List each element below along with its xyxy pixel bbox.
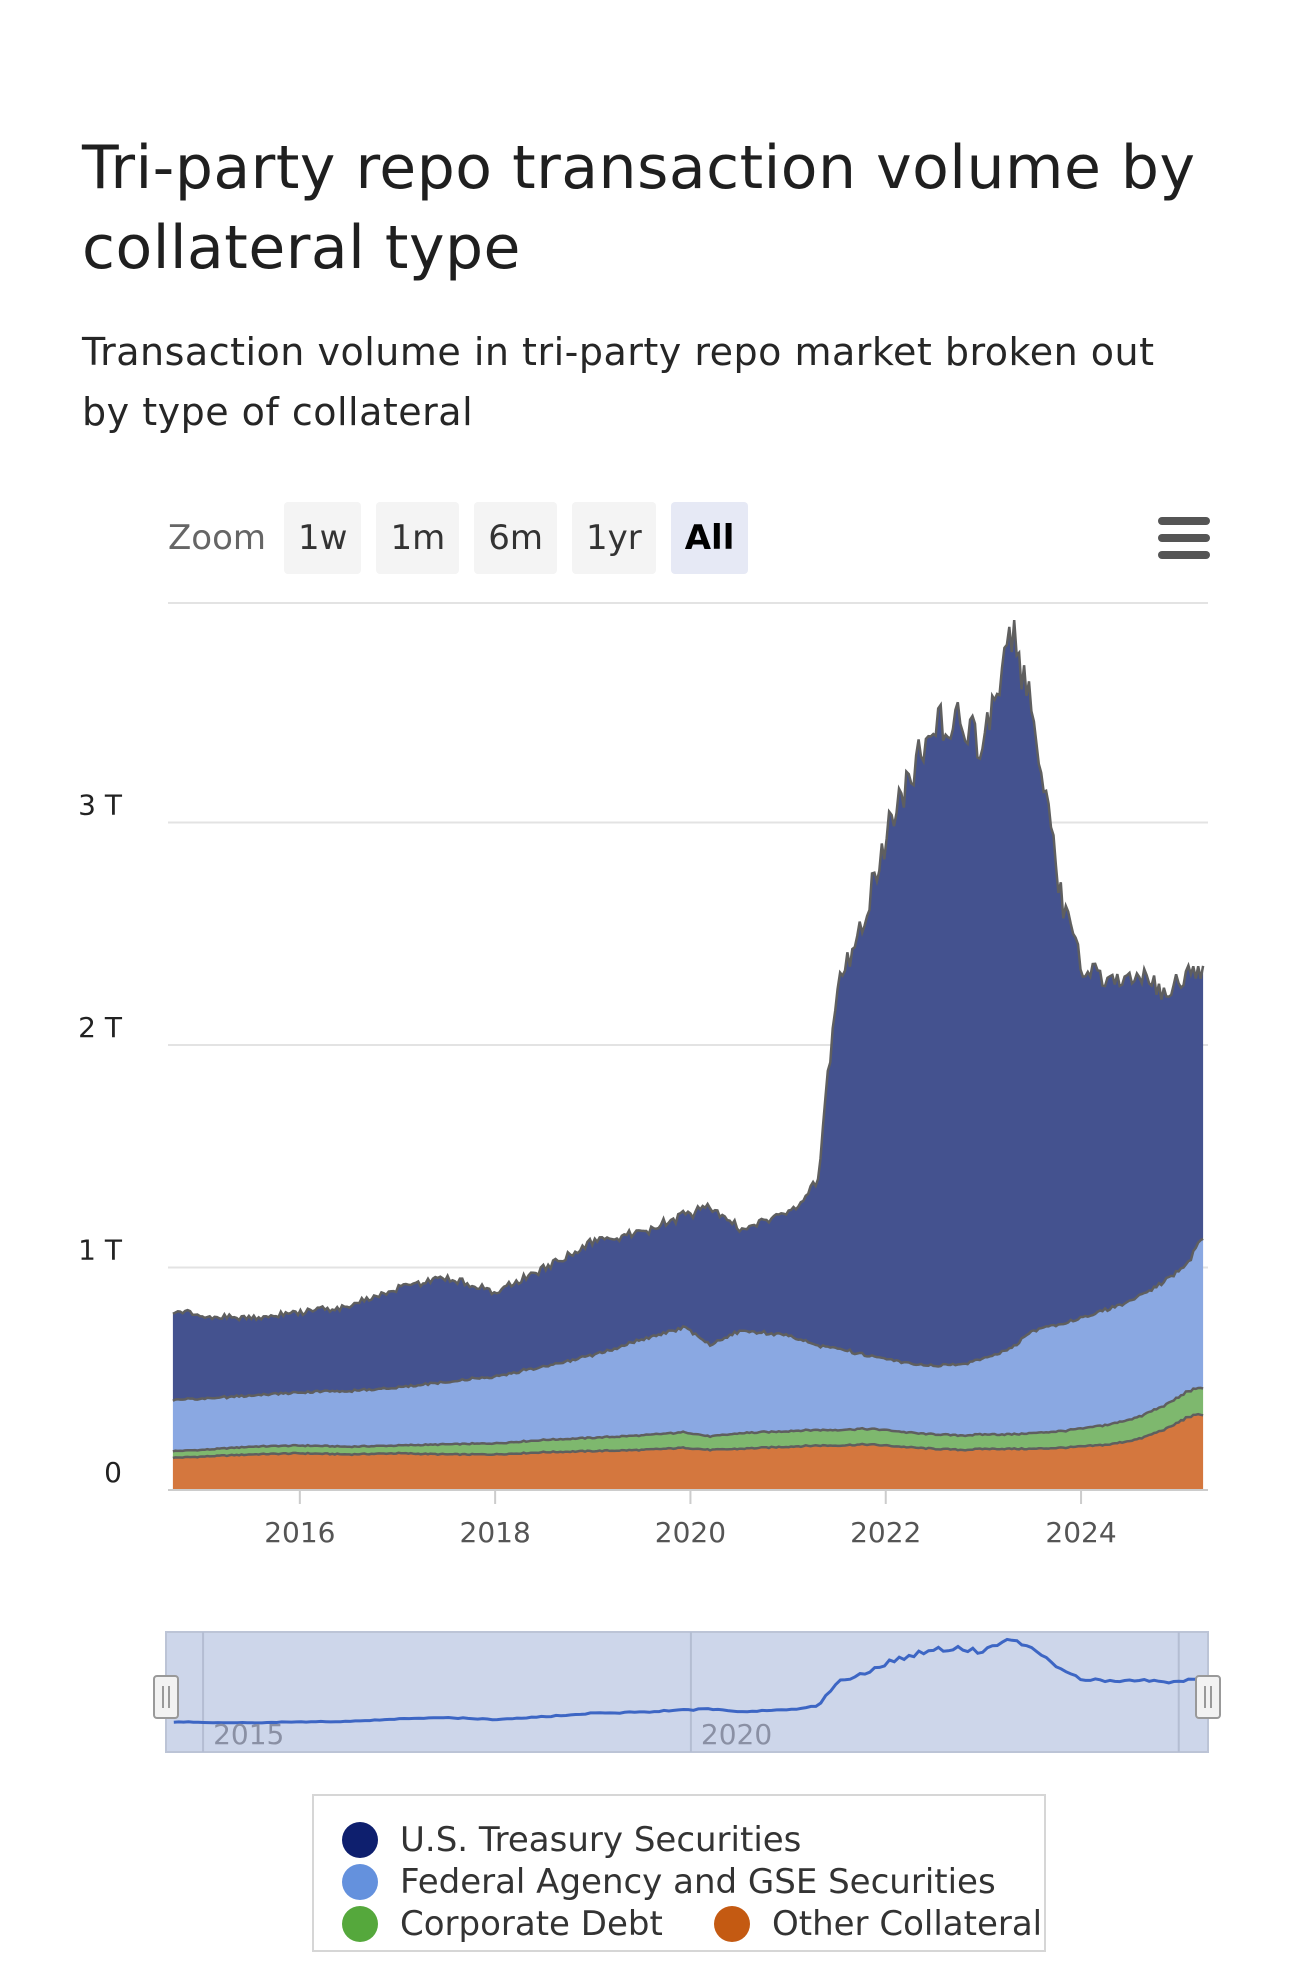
x-axis-ticks: 2016 2018 2020 2022 2024 — [264, 1490, 1117, 1549]
y-tick-label: 1 T — [78, 1234, 123, 1267]
legend-label-corporate: Corporate Debt — [400, 1904, 663, 1944]
zoom-button-6m[interactable]: 6m — [474, 502, 557, 574]
other-collateral-area — [172, 1414, 1204, 1490]
other-collateral-outline — [172, 1412, 1204, 1460]
corporate-debt-outline — [172, 1386, 1204, 1453]
legend-label-treasury: U.S. Treasury Securities — [400, 1820, 802, 1860]
legend-marker-agency — [342, 1864, 378, 1900]
legend-item-treasury[interactable]: U.S. Treasury Securities — [342, 1820, 801, 1860]
corporate-debt-area — [172, 1387, 1204, 1458]
legend-item-agency[interactable]: Federal Agency and GSE Securities — [342, 1862, 996, 1902]
chart-title: Tri-party repo transaction volume by col… — [82, 133, 1196, 283]
x-tick-label: 2020 — [655, 1516, 726, 1549]
zoom-toolbar: Zoom 1w 1m 6m 1yr All — [168, 502, 763, 574]
handle-grip — [153, 1675, 179, 1719]
x-tick-label: 2024 — [1045, 1516, 1116, 1549]
x-tick-label: 2016 — [264, 1516, 335, 1549]
navigator-series-line — [173, 1637, 1204, 1725]
y-tick-label: 3 T — [78, 789, 123, 822]
legend: U.S. Treasury Securities Federal Agency … — [312, 1794, 1046, 1952]
x-tick-label: 2022 — [850, 1516, 921, 1549]
zoom-button-1w[interactable]: 1w — [284, 502, 362, 574]
legend-item-corporate[interactable]: Corporate Debt — [342, 1904, 663, 1944]
navigator-left-handle[interactable] — [153, 1675, 179, 1719]
y-axis-ticks: 0 1 T 2 T 3 T — [78, 789, 123, 1490]
legend-item-other[interactable]: Other Collateral — [714, 1904, 1042, 1944]
stacked-areas — [168, 620, 1208, 1491]
agency-gse-area — [172, 1238, 1204, 1452]
legend-marker-other — [714, 1906, 750, 1942]
zoom-button-1yr[interactable]: 1yr — [572, 502, 656, 574]
navigator-label: 2020 — [701, 1718, 772, 1751]
legend-label-agency: Federal Agency and GSE Securities — [400, 1862, 996, 1902]
zoom-button-all[interactable]: All — [670, 502, 749, 574]
zoom-label: Zoom — [168, 518, 267, 558]
navigator-label: 2015 — [213, 1718, 284, 1751]
x-tick-label: 2018 — [460, 1516, 531, 1549]
zoom-button-1m[interactable]: 1m — [376, 502, 460, 574]
chart-subtitle: Transaction volume in tri-party repo mar… — [82, 330, 1155, 434]
legend-label-other: Other Collateral — [772, 1904, 1043, 1944]
treasury-area — [172, 620, 1204, 1401]
agency-gse-outline — [172, 1237, 1204, 1402]
y-tick-label: 0 — [104, 1456, 122, 1489]
treasury-outline — [172, 620, 1205, 1322]
y-tick-label: 2 T — [78, 1011, 123, 1044]
handle-grip — [1195, 1675, 1221, 1719]
navigator-right-handle[interactable] — [1195, 1675, 1221, 1719]
navigator: 2015 2020 — [153, 1631, 1221, 1753]
legend-marker-treasury — [342, 1822, 378, 1858]
navigator-background — [165, 1631, 1209, 1753]
hamburger-menu-icon[interactable] — [1158, 517, 1210, 559]
legend-marker-corporate — [342, 1906, 378, 1942]
